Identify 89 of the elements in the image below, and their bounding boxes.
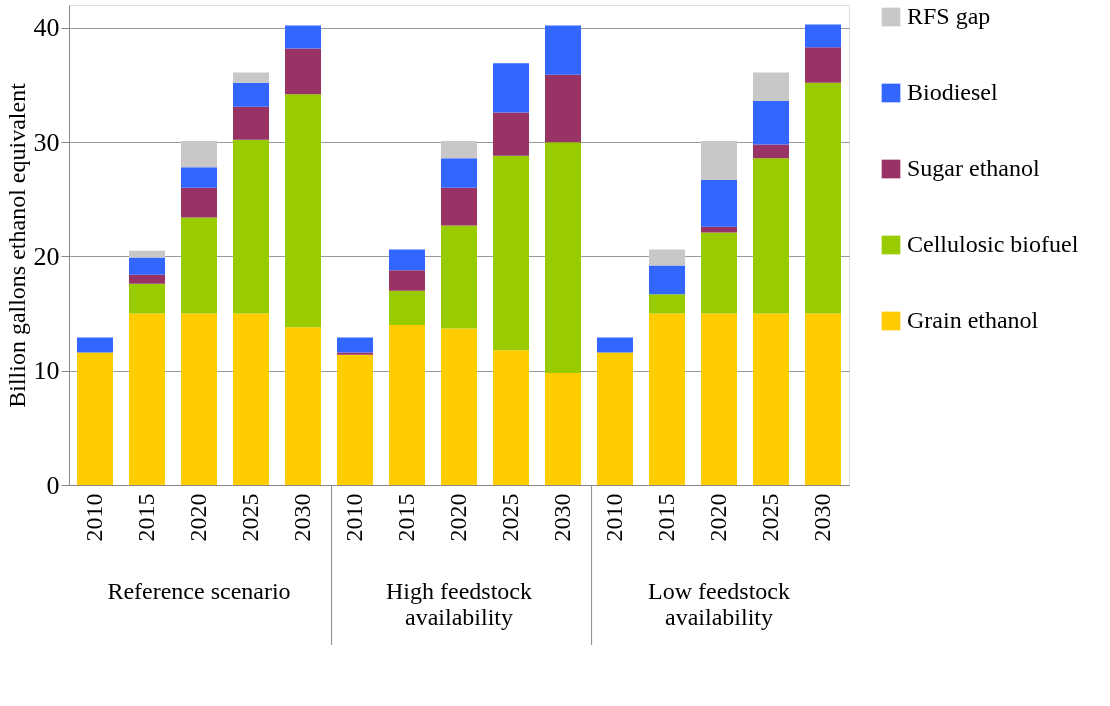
bar [285,327,321,485]
bar [389,249,425,271]
bar [493,112,529,156]
bar [649,313,685,485]
text: Low feedstock availability [648,578,790,630]
x-tick-label: 2030 [549,493,575,542]
x-tick-label: 2020 [185,493,211,542]
y-tick-label: 0 [46,470,60,500]
legend-label: Cellulosic biofuel [907,231,1079,257]
bar [181,217,217,314]
text: High feedstock availability [386,578,532,630]
bar [129,257,165,275]
bar [337,354,373,485]
x-tick-label: 2020 [445,493,471,542]
bar [441,225,477,329]
bar [597,352,633,485]
bar [389,325,425,485]
x-tick-label: 2020 [705,493,731,542]
x-tick-label: 2030 [809,493,835,542]
bar [545,25,581,75]
bar [805,313,841,485]
bar [233,72,269,83]
bar [701,232,737,314]
bar [389,290,425,325]
bar [701,141,737,180]
bar [441,141,477,159]
bar [181,313,217,485]
x-tick-label: 2025 [237,493,263,542]
bar [805,82,841,314]
x-tick-label: 2030 [289,493,315,542]
bar [753,72,789,101]
bar [545,142,581,373]
x-tick-label: 2025 [757,493,783,542]
bar [233,313,269,485]
bar [285,94,321,328]
bar [649,249,685,266]
bar [181,187,217,218]
bar [129,250,165,258]
legend-label: Sugar ethanol [907,155,1040,181]
bar [129,283,165,314]
y-tick-label: 10 [33,356,60,386]
bar [753,144,789,159]
bar [701,313,737,485]
bar [493,350,529,485]
bar [285,25,321,49]
x-tick-label: 2015 [653,493,679,542]
text: Reference scenario [107,578,291,604]
bar [545,74,581,143]
bar [337,352,373,355]
bar [701,179,737,227]
y-tick-label: 30 [33,127,60,157]
bar [545,373,581,485]
bar [649,294,685,314]
bar [129,313,165,485]
bar [753,313,789,485]
bar [649,265,685,295]
bar [597,337,633,353]
bar [753,101,789,145]
bar [233,82,269,107]
x-tick-label: 2010 [81,493,107,542]
bar [233,106,269,140]
bar [181,141,217,168]
y-tick-label: 40 [33,13,60,43]
x-tick-label: 2015 [393,493,419,542]
bar [129,274,165,284]
bar [389,270,425,291]
bar [441,187,477,226]
bar [285,48,321,95]
x-tick-label: 2015 [133,493,159,542]
x-tick-label: 2025 [497,493,523,542]
legend-label: Grain ethanol [907,307,1039,333]
x-tick-label: 2010 [341,493,367,542]
bar [441,328,477,485]
bar [805,24,841,48]
x-tick-label: 2010 [601,493,627,542]
bar [77,352,113,485]
bar [77,337,113,353]
legend-label: RFS gap [907,3,991,29]
y-tick-label: 20 [33,241,60,271]
bar [233,139,269,314]
bar [805,47,841,83]
bar [493,155,529,351]
bar [493,63,529,113]
bar [337,337,373,353]
bar [181,167,217,188]
bar [753,158,789,314]
bar [441,158,477,188]
legend-label: Biodiesel [907,79,998,105]
y-axis-title: Billion gallons ethanol equivalent [3,82,30,408]
